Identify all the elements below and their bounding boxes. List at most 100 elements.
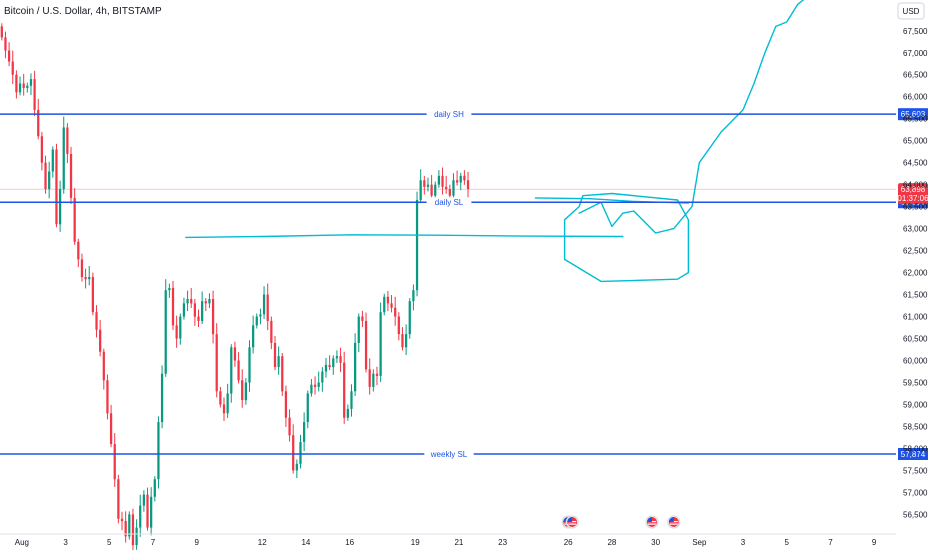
- us-flag-icon[interactable]: [565, 515, 579, 529]
- candle-body: [62, 127, 65, 190]
- price-tick-label: 59,500: [903, 379, 928, 388]
- candle-body: [66, 127, 69, 154]
- current-price-badge: [898, 183, 928, 205]
- candle-body: [244, 382, 247, 401]
- candle-body: [383, 296, 386, 313]
- candle-body: [222, 404, 226, 414]
- candle-body: [171, 287, 175, 326]
- candle-body: [211, 298, 215, 335]
- candle-body: [190, 298, 193, 304]
- us-flag-icon[interactable]: [667, 515, 681, 529]
- candle-body: [343, 362, 346, 418]
- candle-body: [259, 314, 262, 317]
- time-tick-label: 7: [151, 538, 156, 547]
- price-tick-label: 61,000: [903, 313, 928, 322]
- candle-body: [441, 175, 444, 187]
- candle-body: [18, 83, 22, 93]
- price-tick-label: 63,000: [903, 225, 928, 234]
- price-tick-label: 64,000: [903, 181, 928, 190]
- price-tick-label: 56,500: [903, 510, 928, 519]
- candle-body: [295, 463, 298, 471]
- price-tick-label: 62,500: [903, 247, 928, 256]
- candle-body: [277, 356, 280, 368]
- candle-body: [201, 301, 204, 321]
- drawing-path[interactable]: [578, 0, 809, 234]
- candle-body: [22, 83, 25, 88]
- candle-body: [84, 276, 87, 280]
- candle-body: [455, 180, 459, 183]
- candle-body: [255, 316, 258, 326]
- candle-body: [109, 413, 113, 445]
- candle-body: [303, 422, 306, 442]
- candle-body: [408, 301, 411, 335]
- price-tick-label: 66,500: [903, 71, 928, 80]
- candle-body: [252, 325, 255, 348]
- candle-body: [321, 371, 324, 383]
- candle-body: [51, 149, 54, 172]
- candle-body: [164, 290, 167, 374]
- time-tick-label: 12: [258, 538, 267, 547]
- candle-body: [175, 325, 178, 339]
- candle-body: [33, 79, 36, 110]
- drawing-path[interactable]: [185, 234, 624, 239]
- candle-body: [99, 329, 102, 352]
- level-price-badge: [898, 448, 928, 461]
- candle-body: [412, 290, 415, 302]
- candle-body: [361, 316, 364, 321]
- trendline-drawings[interactable]: [185, 0, 809, 283]
- candle-body: [463, 175, 466, 181]
- candles: [0, 23, 470, 550]
- candle-body: [310, 384, 313, 394]
- currency-selector[interactable]: USD: [897, 2, 925, 20]
- level-price-label: 65,603: [901, 110, 926, 119]
- candle-body: [368, 369, 371, 387]
- candle-body: [394, 307, 397, 317]
- current-price-label: 63,898: [901, 185, 926, 194]
- candle-body: [379, 312, 382, 376]
- price-tick-label: 60,000: [903, 357, 928, 366]
- candle-body: [113, 444, 116, 480]
- candle-body: [157, 422, 160, 480]
- candle-body: [7, 50, 11, 62]
- candle-body: [77, 241, 80, 260]
- candle-body: [426, 184, 430, 187]
- time-tick-label: 7: [828, 538, 833, 547]
- candle-body: [69, 153, 73, 198]
- price-tick-label: 65,000: [903, 137, 928, 146]
- candle-body: [332, 358, 335, 368]
- us-flag-icon[interactable]: [645, 515, 659, 529]
- candle-body: [106, 380, 109, 414]
- candle-body: [11, 61, 14, 75]
- time-axis[interactable]: Aug 3 5 7 9 12 14 16 19 21 23 26 28 30 Sep 3 5 7 9: [0, 533, 896, 547]
- candle-body: [248, 347, 251, 383]
- time-tick-label: 5: [107, 538, 112, 547]
- candle-body: [102, 351, 105, 381]
- candle-body: [430, 184, 433, 196]
- candle-body: [328, 364, 331, 368]
- drawing-path[interactable]: [563, 192, 690, 283]
- candle-body: [452, 180, 455, 196]
- candle-body: [168, 287, 171, 291]
- candle-body: [26, 85, 29, 88]
- candle-body: [434, 184, 437, 196]
- candle-body: [375, 373, 379, 376]
- candle-body: [139, 505, 142, 528]
- candle-body: [299, 441, 302, 464]
- time-tick-label: 19: [411, 538, 420, 547]
- candle-body: [29, 79, 33, 86]
- candle-body: [197, 316, 200, 321]
- price-axis[interactable]: 67,500 67,000 66,500 66,000 65,500 65,000 64,5…: [903, 27, 928, 520]
- time-tick-label: 16: [345, 538, 354, 547]
- candle-body: [401, 334, 404, 348]
- candle-body: [459, 175, 462, 183]
- price-tick-label: 57,000: [903, 488, 928, 497]
- time-tick-label: 28: [607, 538, 616, 547]
- candle-body: [357, 316, 360, 343]
- candle-body: [288, 417, 291, 436]
- event-markers[interactable]: [561, 515, 681, 529]
- time-tick-label: 5: [785, 538, 790, 547]
